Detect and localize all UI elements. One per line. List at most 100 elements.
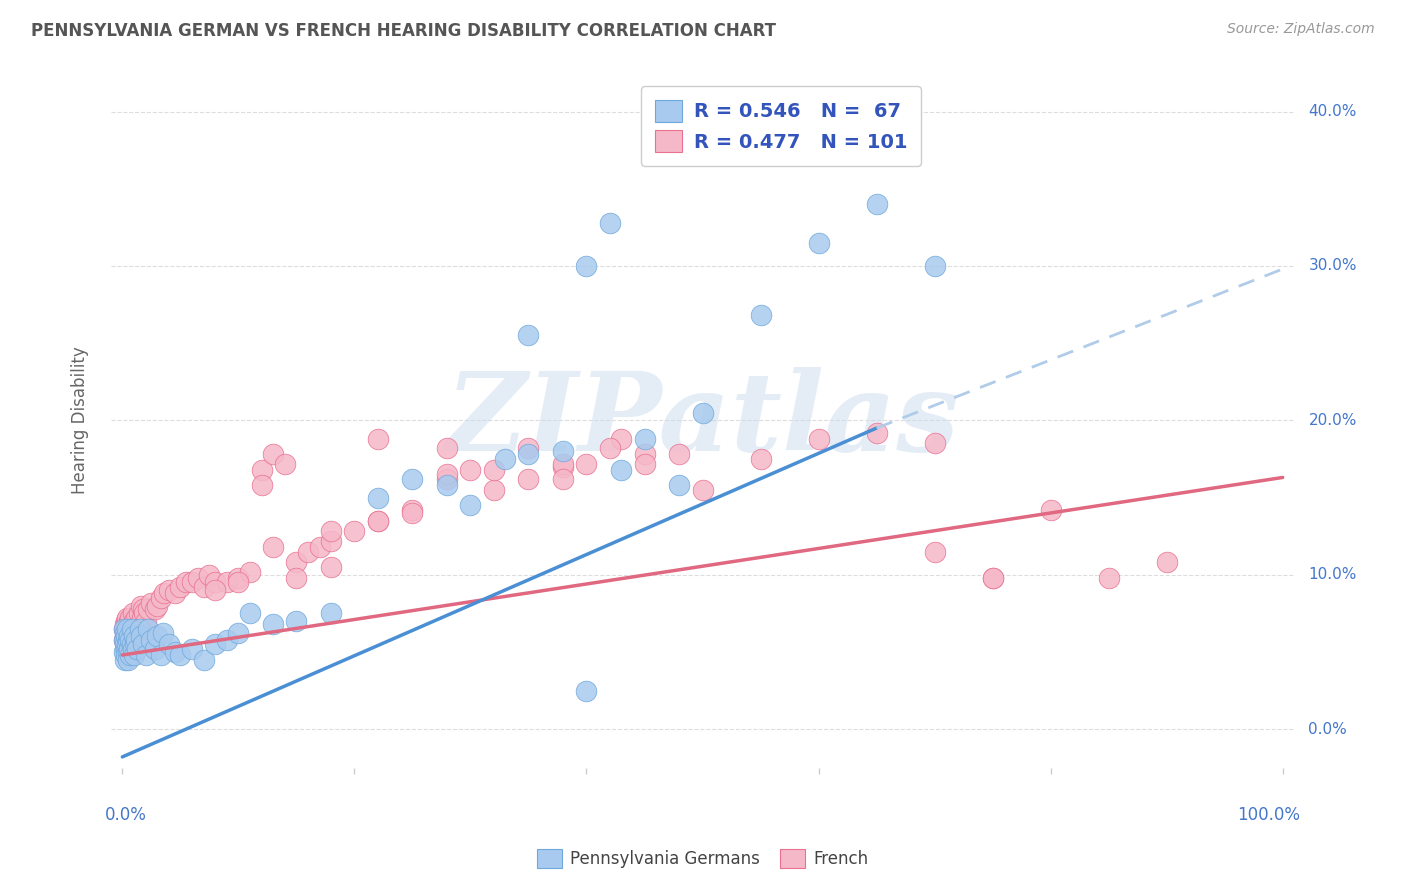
Point — [169, 648, 191, 662]
Point — [120, 648, 142, 662]
Point — [436, 467, 458, 482]
Point — [633, 432, 655, 446]
Point — [633, 457, 655, 471]
Point — [121, 626, 143, 640]
Point — [122, 648, 145, 662]
Point — [146, 630, 169, 644]
Point — [198, 567, 221, 582]
Point — [181, 641, 204, 656]
Point — [153, 586, 176, 600]
Point — [262, 447, 284, 461]
Point — [117, 630, 139, 644]
Point — [367, 514, 389, 528]
Point — [807, 235, 830, 250]
Point — [112, 622, 135, 636]
Point — [118, 626, 141, 640]
Point — [517, 441, 540, 455]
Point — [114, 630, 136, 644]
Point — [121, 617, 143, 632]
Point — [239, 607, 262, 621]
Point — [121, 637, 143, 651]
Point — [117, 645, 139, 659]
Point — [575, 259, 598, 273]
Text: 10.0%: 10.0% — [1309, 567, 1357, 582]
Point — [460, 463, 482, 477]
Text: ZIPatlas: ZIPatlas — [446, 367, 959, 474]
Point — [553, 459, 575, 474]
Point — [128, 622, 150, 636]
Point — [1039, 503, 1062, 517]
Point — [115, 622, 138, 636]
Point — [285, 614, 308, 628]
Point — [121, 607, 143, 621]
Point — [401, 472, 423, 486]
Point — [610, 463, 633, 477]
Point — [132, 637, 155, 651]
Point — [215, 632, 238, 647]
Point — [117, 632, 139, 647]
Point — [118, 614, 141, 628]
Point — [308, 540, 330, 554]
Point — [121, 641, 143, 656]
Text: 30.0%: 30.0% — [1309, 259, 1357, 274]
Point — [285, 571, 308, 585]
Point — [297, 544, 319, 558]
Point — [157, 637, 180, 651]
Text: 20.0%: 20.0% — [1309, 413, 1357, 428]
Text: PENNSYLVANIA GERMAN VS FRENCH HEARING DISABILITY CORRELATION CHART: PENNSYLVANIA GERMAN VS FRENCH HEARING DI… — [31, 22, 776, 40]
Point — [924, 259, 946, 273]
Point — [274, 457, 297, 471]
Point — [120, 611, 142, 625]
Point — [285, 555, 308, 569]
Point — [924, 544, 946, 558]
Point — [204, 575, 226, 590]
Point — [321, 524, 343, 539]
Point — [321, 607, 343, 621]
Point — [121, 637, 143, 651]
Point — [134, 607, 156, 621]
Point — [228, 626, 250, 640]
Point — [367, 432, 389, 446]
Point — [215, 575, 238, 590]
Point — [115, 611, 138, 625]
Point — [239, 565, 262, 579]
Point — [749, 452, 772, 467]
Point — [135, 614, 157, 628]
Point — [114, 641, 136, 656]
Point — [367, 491, 389, 505]
Point — [149, 591, 172, 605]
Point — [117, 653, 139, 667]
Point — [112, 632, 135, 647]
Point — [117, 617, 139, 632]
Point — [118, 630, 141, 644]
Point — [553, 444, 575, 458]
Point — [692, 483, 714, 497]
Point — [115, 637, 138, 651]
Point — [610, 432, 633, 446]
Point — [143, 641, 166, 656]
Point — [436, 472, 458, 486]
Point — [204, 637, 226, 651]
Point — [807, 432, 830, 446]
Point — [114, 637, 136, 651]
Point — [169, 580, 191, 594]
Point — [163, 645, 186, 659]
Point — [115, 637, 138, 651]
Point — [553, 472, 575, 486]
Point — [115, 630, 138, 644]
Point — [141, 595, 163, 609]
Point — [436, 441, 458, 455]
Point — [321, 533, 343, 548]
Point — [517, 447, 540, 461]
Point — [135, 648, 157, 662]
Point — [128, 607, 150, 621]
Text: Source: ZipAtlas.com: Source: ZipAtlas.com — [1227, 22, 1375, 37]
Point — [517, 328, 540, 343]
Point — [865, 425, 887, 440]
Point — [749, 309, 772, 323]
Point — [112, 622, 135, 636]
Text: 100.0%: 100.0% — [1237, 805, 1301, 824]
Point — [482, 483, 505, 497]
Point — [193, 653, 215, 667]
Point — [120, 622, 142, 636]
